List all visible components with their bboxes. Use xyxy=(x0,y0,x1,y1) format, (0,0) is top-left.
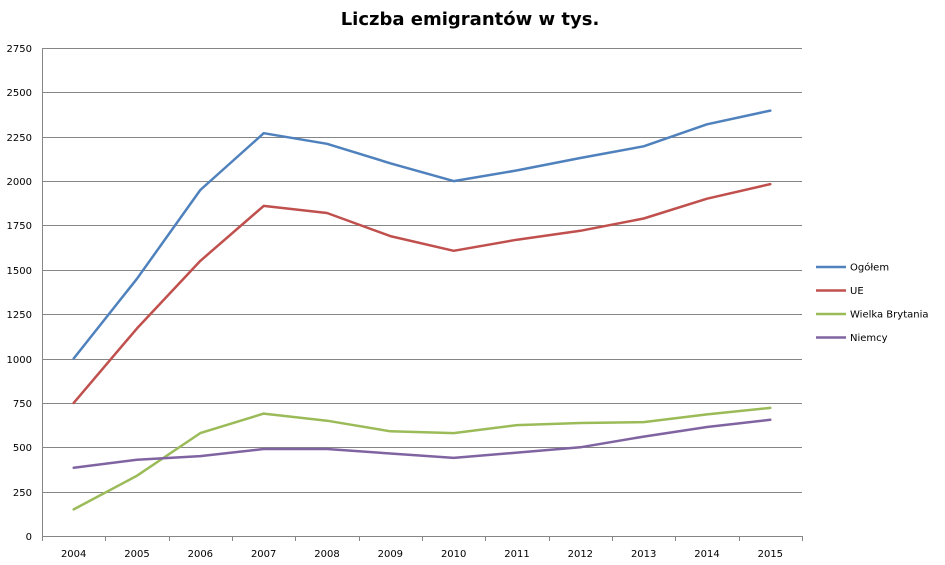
y-tick-label: 1750 xyxy=(7,221,32,232)
y-tick-label: 500 xyxy=(13,443,32,454)
y-tick-label: 250 xyxy=(13,488,32,499)
series-line xyxy=(72,418,772,469)
x-tick-label: 2015 xyxy=(758,549,783,560)
legend-label: Wielka Brytania xyxy=(850,310,928,321)
x-tick-label: 2012 xyxy=(568,549,593,560)
y-tick-label: 2000 xyxy=(7,177,32,188)
y-axis-tick-labels: 0 250 500 750 1000 1250 1500 1750 2000 2250 2500 27… xyxy=(7,44,32,543)
x-tick-label: 2013 xyxy=(631,549,656,560)
gridlines xyxy=(42,48,803,541)
legend-label: Niemcy xyxy=(850,333,888,344)
series-line xyxy=(72,182,772,405)
x-axis-tick-labels: 2004 2005 2006 2007 2008 2009 2010 2011 2012 2013… xyxy=(61,549,783,560)
x-tick-label: 2008 xyxy=(314,549,339,560)
series-line xyxy=(72,406,772,511)
series-line xyxy=(72,109,772,360)
y-tick-label: 2500 xyxy=(7,88,32,99)
y-tick-label: 0 xyxy=(26,532,32,543)
x-tick-label: 2007 xyxy=(251,549,276,560)
x-tick-label: 2005 xyxy=(124,549,149,560)
series-lines xyxy=(72,109,772,511)
y-tick-label: 1250 xyxy=(7,310,32,321)
legend-label: UE xyxy=(850,286,864,297)
x-tick-label: 2011 xyxy=(504,549,529,560)
y-tick-label: 2750 xyxy=(7,44,32,55)
x-tick-label: 2014 xyxy=(694,549,719,560)
y-tick-label: 1000 xyxy=(7,355,32,366)
x-tick-label: 2006 xyxy=(188,549,213,560)
y-tick-label: 1500 xyxy=(7,266,32,277)
legend-label: Ogółem xyxy=(850,262,889,274)
x-tick-label: 2009 xyxy=(378,549,403,560)
y-tick-label: 2250 xyxy=(7,133,32,144)
x-tick-label: 2010 xyxy=(441,549,466,560)
chart-title: Liczba emigrantów w tys. xyxy=(341,9,600,30)
y-tick-label: 750 xyxy=(13,399,32,410)
x-tick-label: 2004 xyxy=(61,549,86,560)
legend: Ogółem UE Wielka Brytania Niemcy xyxy=(816,262,928,344)
